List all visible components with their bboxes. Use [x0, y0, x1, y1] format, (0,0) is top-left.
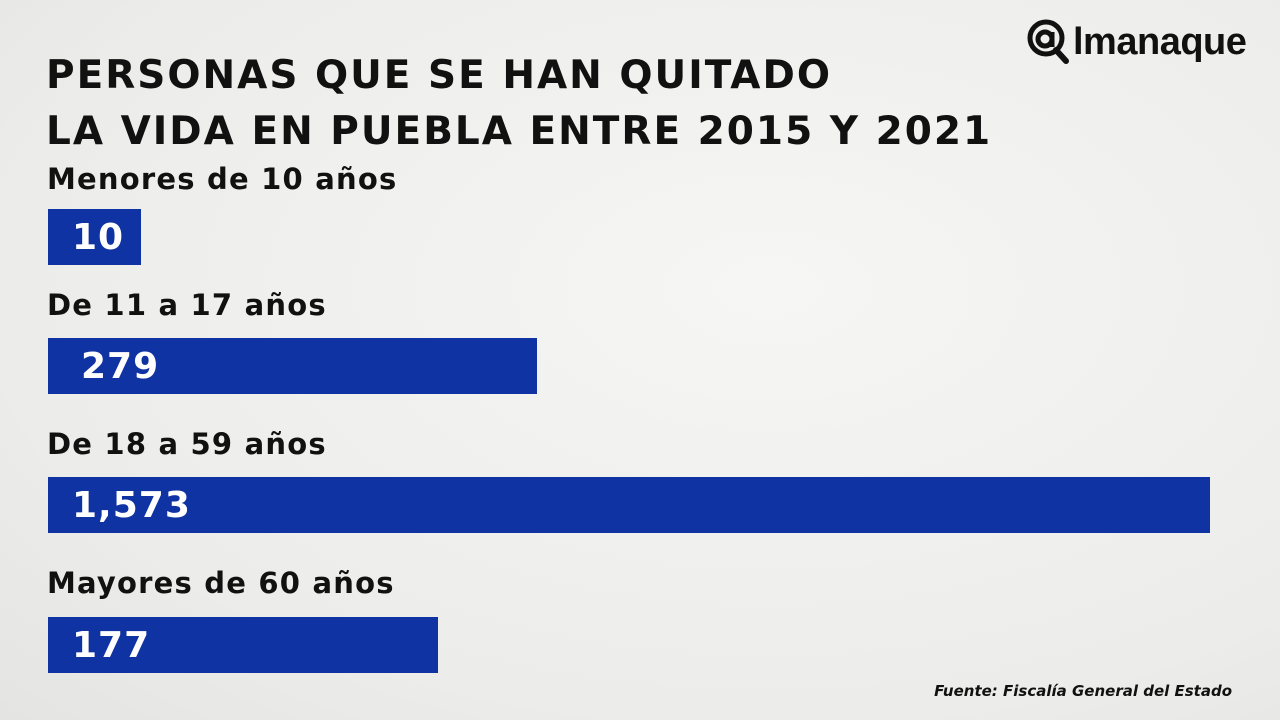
category-label: De 18 a 59 años — [47, 427, 327, 461]
data-label: 10 — [72, 217, 125, 258]
source-note: Fuente: Fiscalía General del Estado — [934, 682, 1232, 700]
title-line-1: PERSONAS QUE SE HAN QUITADO — [46, 53, 832, 98]
bar: 10 — [48, 209, 141, 265]
title-line-2: LA VIDA EN PUEBLA ENTRE 2015 Y 2021 — [46, 109, 993, 154]
chart-title: PERSONAS QUE SE HAN QUITADO LA VIDA EN P… — [46, 48, 992, 160]
almanaque-logo: lmanaque — [1027, 18, 1247, 66]
data-label: 1,573 — [72, 485, 191, 526]
category-label: De 11 a 17 años — [47, 288, 327, 322]
data-label: 279 — [81, 346, 160, 387]
data-label: 177 — [72, 625, 151, 666]
bar: 1,573 — [48, 477, 1210, 533]
at-magnifier-icon — [1027, 19, 1069, 64]
category-label: Mayores de 60 años — [47, 566, 395, 600]
category-label: Menores de 10 años — [47, 162, 398, 196]
logo-text: lmanaque — [1073, 20, 1247, 63]
bar: 279 — [48, 338, 537, 394]
bar: 177 — [48, 617, 438, 673]
